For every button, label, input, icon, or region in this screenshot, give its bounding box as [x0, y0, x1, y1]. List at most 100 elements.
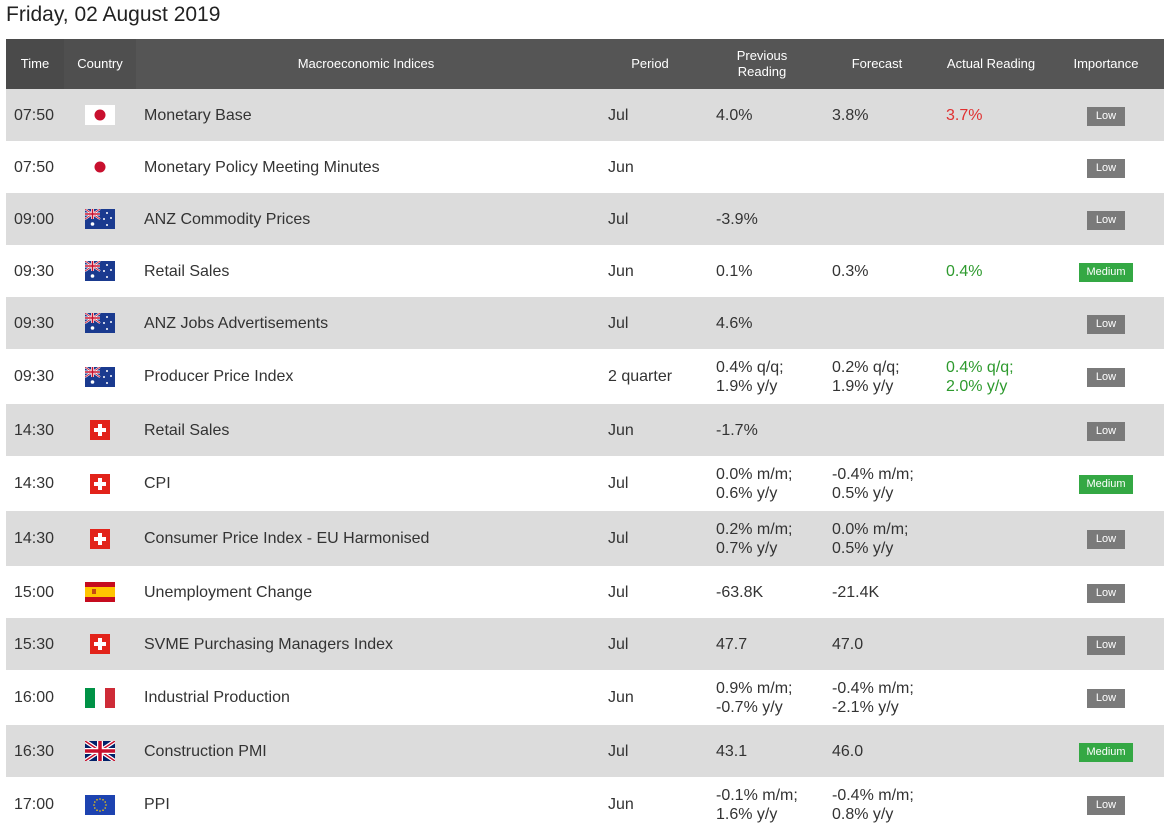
- table-row: 15:00 Unemployment Change Jul -63.8K -21.4K L…: [6, 566, 1164, 618]
- previous-cell: 43.1: [704, 725, 820, 777]
- indicator-name-text: PPI: [144, 796, 170, 813]
- header-period: Period: [596, 39, 704, 89]
- time-cell: 17:00: [6, 777, 64, 832]
- japan-flag-icon: [85, 105, 115, 125]
- importance-badge: Low: [1087, 368, 1125, 387]
- japan-flag-icon: [85, 157, 115, 177]
- time-cell-text: 09:30: [14, 262, 55, 280]
- previous-cell: 47.7: [704, 618, 820, 670]
- country-cell: [64, 193, 136, 245]
- forecast-cell-line: 1.9% y/y: [832, 377, 894, 395]
- page-title: Friday, 02 August 2019: [6, 3, 221, 26]
- previous-cell: 0.2% m/m; 0.7% y/y: [704, 511, 820, 566]
- indicator-name-text: SVME Purchasing Managers Index: [144, 635, 394, 653]
- time-cell: 09:30: [6, 349, 64, 404]
- importance-badge: Medium: [1079, 742, 1133, 762]
- indicator-name: Consumer Price Index - EU Harmonised: [136, 511, 596, 566]
- importance-badge: Low: [1087, 106, 1125, 126]
- indicator-name: SVME Purchasing Managers Index: [136, 618, 596, 670]
- time-cell: 16:30: [6, 725, 64, 777]
- australia-flag-icon: [85, 366, 115, 387]
- forecast-cell-line: -0.4% m/m;: [832, 679, 914, 697]
- forecast-cell-line: -2.1% y/y: [832, 698, 899, 716]
- importance-badge: Low: [1087, 314, 1125, 334]
- period-cell-text: Jul: [608, 106, 629, 124]
- period-cell: Jul: [596, 566, 704, 618]
- indicator-name-text: CPI: [144, 475, 171, 492]
- time-cell: 15:00: [6, 566, 64, 618]
- header-importance: Importance: [1048, 39, 1164, 89]
- country-cell: [64, 89, 136, 141]
- forecast-cell-line: 0.0% m/m;: [832, 520, 909, 538]
- indicator-name: ANZ Jobs Advertisements: [136, 297, 596, 349]
- table-row: 17:00 PPI Jun -0.1% m/m; 1.6% y/y -0.4% m/m; 0…: [6, 777, 1164, 832]
- uk-flag-icon: [85, 741, 115, 761]
- time-cell-text: 14:30: [14, 475, 55, 492]
- time-cell: 09:30: [6, 245, 64, 297]
- indicator-name: Retail Sales: [136, 404, 596, 456]
- time-cell: 15:30: [6, 618, 64, 670]
- time-cell: 07:50: [6, 89, 64, 141]
- previous-cell-line: 0.0% m/m;: [716, 465, 793, 483]
- time-cell: 14:30: [6, 456, 64, 511]
- table-row: 16:00 Industrial Production Jun 0.9% m/m; -0…: [6, 670, 1164, 725]
- forecast-cell: [820, 404, 934, 456]
- importance-cell: Low: [1048, 297, 1164, 349]
- previous-cell-text: 43.1: [716, 742, 748, 760]
- period-cell-text: Jun: [608, 689, 634, 706]
- country-cell: [64, 566, 136, 618]
- previous-cell-text: -63.8K: [716, 583, 764, 601]
- importance-cell: Low: [1048, 618, 1164, 670]
- importance-cell: Low: [1048, 349, 1164, 404]
- time-cell-text: 07:50: [14, 158, 55, 176]
- italy-flag-icon: [85, 687, 115, 708]
- actual-cell: 0.4% q/q; 2.0% y/y: [934, 349, 1048, 404]
- previous-cell-line: 0.7% y/y: [716, 539, 778, 557]
- time-cell: 09:00: [6, 193, 64, 245]
- indicator-name: Unemployment Change: [136, 566, 596, 618]
- time-cell-text: 15:00: [14, 583, 55, 601]
- time-cell-text: 07:50: [14, 106, 55, 124]
- previous-cell-line: 0.2% m/m;: [716, 520, 793, 538]
- period-cell: Jun: [596, 777, 704, 832]
- actual-cell: [934, 725, 1048, 777]
- table-row: 09:00 ANZ Commodity Prices Jul -3.9% Low: [6, 193, 1164, 245]
- previous-cell-text: -3.9%: [716, 210, 758, 228]
- actual-cell: [934, 141, 1048, 193]
- indicator-name: Industrial Production: [136, 670, 596, 725]
- importance-cell: Medium: [1048, 725, 1164, 777]
- time-cell: 16:00: [6, 670, 64, 725]
- importance-badge: Low: [1087, 689, 1125, 708]
- indicator-name-text: Retail Sales: [144, 262, 230, 280]
- indicator-name-text: Monetary Policy Meeting Minutes: [144, 158, 380, 176]
- period-cell: Jul: [596, 725, 704, 777]
- forecast-cell-line: -0.4% m/m;: [832, 465, 914, 483]
- indicator-name-text: ANZ Jobs Advertisements: [144, 314, 329, 332]
- actual-cell-text: 3.7%: [946, 106, 983, 124]
- period-cell: Jul: [596, 89, 704, 141]
- switzerland-flag-icon: [85, 420, 115, 440]
- forecast-cell: [820, 297, 934, 349]
- importance-cell: Medium: [1048, 456, 1164, 511]
- period-cell: Jul: [596, 193, 704, 245]
- actual-cell: [934, 404, 1048, 456]
- country-cell: [64, 456, 136, 511]
- forecast-cell-text: 3.8%: [832, 106, 869, 124]
- importance-badge: Medium: [1079, 262, 1133, 282]
- indicator-name: Producer Price Index: [136, 349, 596, 404]
- country-cell: [64, 670, 136, 725]
- period-cell: Jun: [596, 404, 704, 456]
- previous-cell-text: -1.7%: [716, 421, 758, 439]
- country-cell: [64, 511, 136, 566]
- importance-cell: Low: [1048, 193, 1164, 245]
- indicator-name: ANZ Commodity Prices: [136, 193, 596, 245]
- forecast-cell-text: -21.4K: [832, 583, 880, 601]
- forecast-cell-line: -0.4% m/m;: [832, 786, 914, 804]
- importance-badge: Low: [1087, 583, 1125, 603]
- indicator-name-text: ANZ Commodity Prices: [144, 210, 311, 228]
- economic-calendar-table: Time Country Macroeconomic Indices Perio…: [6, 39, 1164, 832]
- table-row: 14:30 Consumer Price Index - EU Harmonise…: [6, 511, 1164, 566]
- indicator-name-text: Construction PMI: [144, 742, 267, 760]
- previous-cell-text: 4.0%: [716, 106, 753, 124]
- previous-cell: 4.0%: [704, 89, 820, 141]
